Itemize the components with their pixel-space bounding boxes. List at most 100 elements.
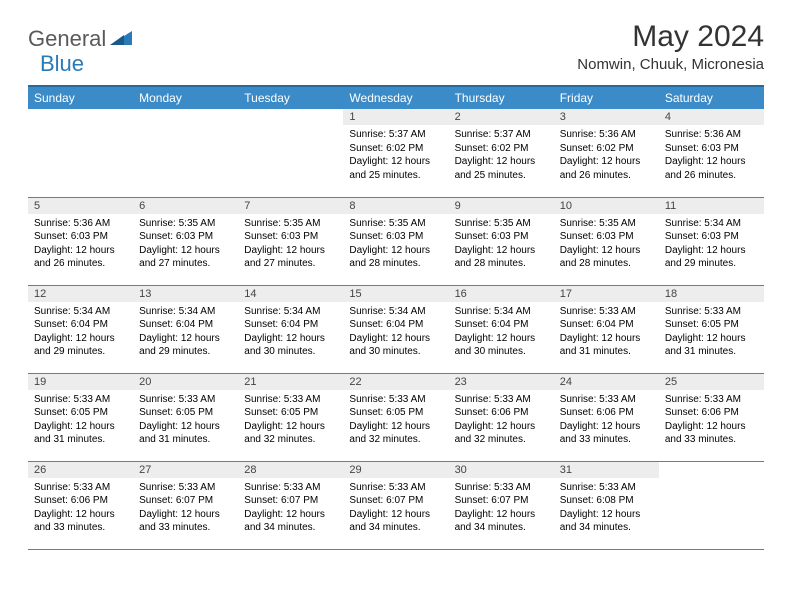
day-number: 16 <box>449 286 554 302</box>
day-details: Sunrise: 5:35 AMSunset: 6:03 PMDaylight:… <box>133 214 238 275</box>
day-details: Sunrise: 5:36 AMSunset: 6:03 PMDaylight:… <box>659 125 764 186</box>
day-details: Sunrise: 5:33 AMSunset: 6:05 PMDaylight:… <box>28 390 133 451</box>
calendar-day-cell: 31Sunrise: 5:33 AMSunset: 6:08 PMDayligh… <box>554 461 659 549</box>
day-details: Sunrise: 5:37 AMSunset: 6:02 PMDaylight:… <box>449 125 554 186</box>
calendar-week-row: 26Sunrise: 5:33 AMSunset: 6:06 PMDayligh… <box>28 461 764 549</box>
day-details: Sunrise: 5:33 AMSunset: 6:05 PMDaylight:… <box>238 390 343 451</box>
day-number: 7 <box>238 198 343 214</box>
day-number: 27 <box>133 462 238 478</box>
day-number: 24 <box>554 374 659 390</box>
brand-triangle-icon <box>110 29 134 50</box>
day-details: Sunrise: 5:35 AMSunset: 6:03 PMDaylight:… <box>554 214 659 275</box>
calendar-day-cell: 3Sunrise: 5:36 AMSunset: 6:02 PMDaylight… <box>554 109 659 197</box>
calendar-day-cell: 27Sunrise: 5:33 AMSunset: 6:07 PMDayligh… <box>133 461 238 549</box>
calendar-day-cell: 6Sunrise: 5:35 AMSunset: 6:03 PMDaylight… <box>133 197 238 285</box>
day-details: Sunrise: 5:33 AMSunset: 6:05 PMDaylight:… <box>133 390 238 451</box>
page-header: General May 2024 Nomwin, Chuuk, Micrones… <box>28 20 764 73</box>
day-number: 6 <box>133 198 238 214</box>
day-number: 9 <box>449 198 554 214</box>
day-details: Sunrise: 5:34 AMSunset: 6:04 PMDaylight:… <box>133 302 238 363</box>
day-number: 11 <box>659 198 764 214</box>
calendar-table: SundayMondayTuesdayWednesdayThursdayFrid… <box>28 85 764 550</box>
calendar-day-cell: 11Sunrise: 5:34 AMSunset: 6:03 PMDayligh… <box>659 197 764 285</box>
calendar-head: SundayMondayTuesdayWednesdayThursdayFrid… <box>28 86 764 109</box>
day-number: 23 <box>449 374 554 390</box>
day-details: Sunrise: 5:35 AMSunset: 6:03 PMDaylight:… <box>343 214 448 275</box>
calendar-day-cell: 21Sunrise: 5:33 AMSunset: 6:05 PMDayligh… <box>238 373 343 461</box>
day-number: 20 <box>133 374 238 390</box>
weekday-header: Tuesday <box>238 86 343 109</box>
day-details: Sunrise: 5:33 AMSunset: 6:05 PMDaylight:… <box>659 302 764 363</box>
calendar-day-cell: 23Sunrise: 5:33 AMSunset: 6:06 PMDayligh… <box>449 373 554 461</box>
day-number: 22 <box>343 374 448 390</box>
weekday-header: Friday <box>554 86 659 109</box>
day-number: 3 <box>554 109 659 125</box>
day-number: 12 <box>28 286 133 302</box>
calendar-day-cell: 12Sunrise: 5:34 AMSunset: 6:04 PMDayligh… <box>28 285 133 373</box>
title-block: May 2024 Nomwin, Chuuk, Micronesia <box>577 20 764 73</box>
day-details: Sunrise: 5:33 AMSunset: 6:07 PMDaylight:… <box>238 478 343 539</box>
weekday-header: Saturday <box>659 86 764 109</box>
day-details: Sunrise: 5:34 AMSunset: 6:04 PMDaylight:… <box>449 302 554 363</box>
calendar-day-cell: 10Sunrise: 5:35 AMSunset: 6:03 PMDayligh… <box>554 197 659 285</box>
day-number: 25 <box>659 374 764 390</box>
day-details: Sunrise: 5:34 AMSunset: 6:03 PMDaylight:… <box>659 214 764 275</box>
calendar-day-cell: 4Sunrise: 5:36 AMSunset: 6:03 PMDaylight… <box>659 109 764 197</box>
day-details: Sunrise: 5:33 AMSunset: 6:06 PMDaylight:… <box>28 478 133 539</box>
day-number: 31 <box>554 462 659 478</box>
calendar-day-cell: 24Sunrise: 5:33 AMSunset: 6:06 PMDayligh… <box>554 373 659 461</box>
day-number: 15 <box>343 286 448 302</box>
calendar-day-cell <box>238 109 343 197</box>
day-details: Sunrise: 5:33 AMSunset: 6:05 PMDaylight:… <box>343 390 448 451</box>
day-number: 26 <box>28 462 133 478</box>
day-details: Sunrise: 5:36 AMSunset: 6:03 PMDaylight:… <box>28 214 133 275</box>
weekday-header: Monday <box>133 86 238 109</box>
brand-word1: General <box>28 26 106 52</box>
day-details: Sunrise: 5:33 AMSunset: 6:07 PMDaylight:… <box>343 478 448 539</box>
day-number: 8 <box>343 198 448 214</box>
day-number: 10 <box>554 198 659 214</box>
weekday-header: Thursday <box>449 86 554 109</box>
day-number: 5 <box>28 198 133 214</box>
day-details: Sunrise: 5:35 AMSunset: 6:03 PMDaylight:… <box>449 214 554 275</box>
calendar-day-cell: 8Sunrise: 5:35 AMSunset: 6:03 PMDaylight… <box>343 197 448 285</box>
calendar-day-cell: 13Sunrise: 5:34 AMSunset: 6:04 PMDayligh… <box>133 285 238 373</box>
location-text: Nomwin, Chuuk, Micronesia <box>577 56 764 73</box>
weekday-header: Sunday <box>28 86 133 109</box>
calendar-day-cell: 26Sunrise: 5:33 AMSunset: 6:06 PMDayligh… <box>28 461 133 549</box>
brand-word2: Blue <box>40 51 84 77</box>
calendar-week-row: 1Sunrise: 5:37 AMSunset: 6:02 PMDaylight… <box>28 109 764 197</box>
day-number: 14 <box>238 286 343 302</box>
day-number: 18 <box>659 286 764 302</box>
day-details: Sunrise: 5:34 AMSunset: 6:04 PMDaylight:… <box>28 302 133 363</box>
calendar-day-cell: 20Sunrise: 5:33 AMSunset: 6:05 PMDayligh… <box>133 373 238 461</box>
calendar-day-cell: 7Sunrise: 5:35 AMSunset: 6:03 PMDaylight… <box>238 197 343 285</box>
calendar-day-cell <box>28 109 133 197</box>
calendar-week-row: 12Sunrise: 5:34 AMSunset: 6:04 PMDayligh… <box>28 285 764 373</box>
calendar-day-cell <box>133 109 238 197</box>
day-details: Sunrise: 5:35 AMSunset: 6:03 PMDaylight:… <box>238 214 343 275</box>
calendar-week-row: 19Sunrise: 5:33 AMSunset: 6:05 PMDayligh… <box>28 373 764 461</box>
calendar-day-cell: 2Sunrise: 5:37 AMSunset: 6:02 PMDaylight… <box>449 109 554 197</box>
day-number: 4 <box>659 109 764 125</box>
calendar-day-cell: 18Sunrise: 5:33 AMSunset: 6:05 PMDayligh… <box>659 285 764 373</box>
day-details: Sunrise: 5:33 AMSunset: 6:06 PMDaylight:… <box>449 390 554 451</box>
calendar-day-cell: 30Sunrise: 5:33 AMSunset: 6:07 PMDayligh… <box>449 461 554 549</box>
day-details: Sunrise: 5:33 AMSunset: 6:07 PMDaylight:… <box>449 478 554 539</box>
day-number: 19 <box>28 374 133 390</box>
day-details: Sunrise: 5:34 AMSunset: 6:04 PMDaylight:… <box>343 302 448 363</box>
calendar-day-cell: 9Sunrise: 5:35 AMSunset: 6:03 PMDaylight… <box>449 197 554 285</box>
calendar-day-cell: 22Sunrise: 5:33 AMSunset: 6:05 PMDayligh… <box>343 373 448 461</box>
day-details: Sunrise: 5:33 AMSunset: 6:04 PMDaylight:… <box>554 302 659 363</box>
day-number: 21 <box>238 374 343 390</box>
weekday-header: Wednesday <box>343 86 448 109</box>
day-number: 29 <box>343 462 448 478</box>
day-details: Sunrise: 5:33 AMSunset: 6:08 PMDaylight:… <box>554 478 659 539</box>
day-number: 2 <box>449 109 554 125</box>
calendar-day-cell: 14Sunrise: 5:34 AMSunset: 6:04 PMDayligh… <box>238 285 343 373</box>
calendar-day-cell: 5Sunrise: 5:36 AMSunset: 6:03 PMDaylight… <box>28 197 133 285</box>
calendar-day-cell: 16Sunrise: 5:34 AMSunset: 6:04 PMDayligh… <box>449 285 554 373</box>
day-details: Sunrise: 5:37 AMSunset: 6:02 PMDaylight:… <box>343 125 448 186</box>
calendar-week-row: 5Sunrise: 5:36 AMSunset: 6:03 PMDaylight… <box>28 197 764 285</box>
day-details: Sunrise: 5:36 AMSunset: 6:02 PMDaylight:… <box>554 125 659 186</box>
